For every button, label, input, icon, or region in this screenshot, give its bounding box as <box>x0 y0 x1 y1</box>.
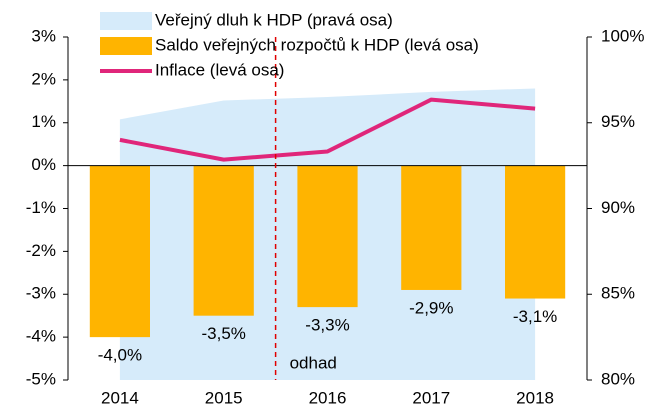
line <box>119 97 536 162</box>
x-tick-label: 2016 <box>309 388 347 407</box>
value-label: -4,0% <box>98 346 142 365</box>
legend-label: Veřejný dluh k HDP (pravá osa) <box>155 10 393 29</box>
y2-tick-label: 95% <box>601 112 635 131</box>
legend-swatch <box>100 12 152 30</box>
y-tick-label: -2% <box>26 241 56 260</box>
annotation: odhad <box>290 353 337 372</box>
legend-swatch <box>100 37 152 55</box>
y-tick-label: -3% <box>26 284 56 303</box>
bar <box>504 165 566 299</box>
x-tick-label: 2015 <box>205 388 243 407</box>
y2-tick-label: 90% <box>601 198 635 217</box>
bar <box>297 165 358 308</box>
bar <box>193 165 254 316</box>
y2-tick-label: 100% <box>601 26 644 45</box>
y-tick-label: -4% <box>26 327 56 346</box>
y2-tick-label: 85% <box>601 284 635 303</box>
value-label: -2,9% <box>409 298 453 317</box>
value-label: -3,3% <box>305 316 349 335</box>
legend-label: Saldo veřejných rozpočtů k HDP (levá osa… <box>155 35 479 54</box>
y-tick-label: 1% <box>31 112 56 131</box>
value-label: -3,1% <box>513 307 557 326</box>
y-tick-label: 0% <box>31 155 56 174</box>
bar <box>401 165 462 290</box>
x-tick-label: 2014 <box>101 388 139 407</box>
y-tick-label: 2% <box>31 69 56 88</box>
bar <box>89 165 151 338</box>
x-tick-label: 2018 <box>516 388 554 407</box>
y-tick-label: -1% <box>26 198 56 217</box>
y-tick-label: 3% <box>31 26 56 45</box>
y2-tick-label: 80% <box>601 369 635 388</box>
legend-label: Inflace (levá osa) <box>155 60 284 79</box>
x-tick-label: 2017 <box>412 388 450 407</box>
y-tick-label: -5% <box>26 369 56 388</box>
value-label: -3,5% <box>201 324 245 343</box>
